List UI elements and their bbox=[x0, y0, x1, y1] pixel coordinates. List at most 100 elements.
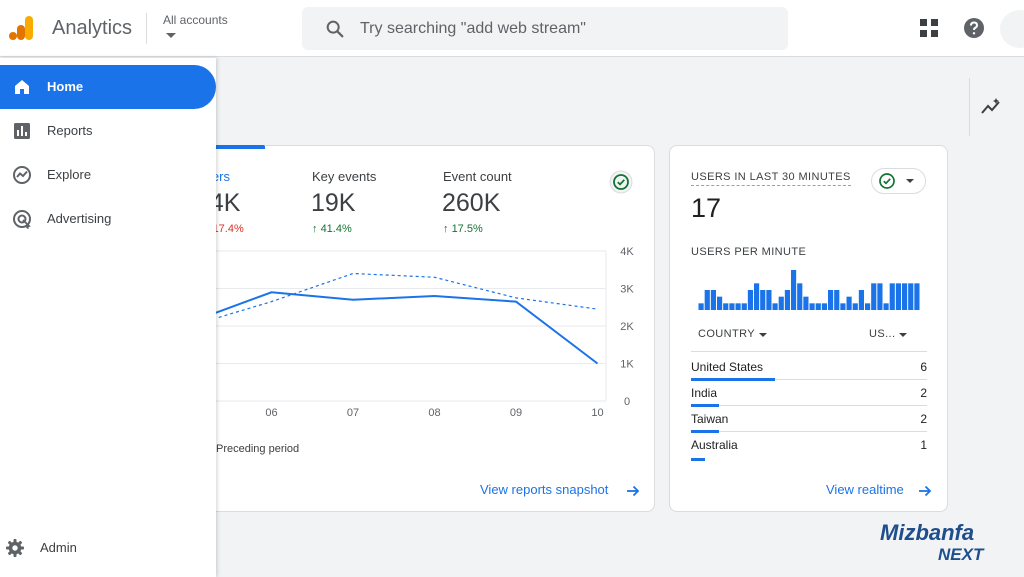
chevron-down-icon bbox=[906, 179, 914, 183]
search-box[interactable] bbox=[302, 7, 788, 50]
metric-event-count-delta-value: 17.5% bbox=[451, 223, 483, 235]
users-per-minute-chart bbox=[698, 270, 920, 310]
avatar[interactable] bbox=[1000, 10, 1024, 48]
country-users: 2 bbox=[920, 386, 927, 400]
minute-bar bbox=[741, 303, 747, 310]
series-line-current bbox=[196, 291, 599, 365]
analytics-logo-icon[interactable] bbox=[9, 14, 35, 42]
account-dropdown-icon[interactable] bbox=[166, 33, 176, 38]
sort-dropdown-icon[interactable] bbox=[899, 333, 907, 337]
minute-bar bbox=[760, 290, 766, 310]
y-tick-label: 3K bbox=[620, 284, 634, 296]
table-header-divider bbox=[691, 351, 927, 352]
country-share-bar bbox=[691, 404, 719, 407]
home-icon bbox=[15, 80, 29, 94]
country-users: 6 bbox=[920, 360, 927, 374]
country-name: India bbox=[691, 386, 718, 400]
svg-text:Mizbanfa: Mizbanfa bbox=[880, 520, 974, 545]
advertising-icon bbox=[13, 210, 31, 229]
search-input[interactable] bbox=[360, 7, 770, 50]
minute-bar bbox=[704, 290, 710, 310]
help-icon[interactable] bbox=[963, 17, 985, 39]
country-users: 2 bbox=[920, 412, 927, 426]
minute-bar bbox=[858, 290, 864, 310]
minute-bar bbox=[877, 283, 883, 310]
minute-bar bbox=[902, 283, 908, 310]
app-name: Analytics bbox=[52, 17, 133, 39]
arrow-right-icon[interactable] bbox=[918, 484, 932, 498]
minute-bar bbox=[784, 290, 790, 310]
minute-bar bbox=[834, 290, 840, 310]
x-tick-label: 07 bbox=[347, 407, 359, 419]
users-column-header[interactable]: US... bbox=[869, 328, 896, 340]
sidebar-item-home[interactable]: Home bbox=[0, 65, 216, 109]
data-quality-check-icon[interactable] bbox=[609, 170, 633, 194]
metric-key-events-label[interactable]: Key events bbox=[312, 169, 377, 184]
y-tick-label: 4K bbox=[620, 246, 634, 258]
sort-dropdown-icon[interactable] bbox=[759, 333, 767, 337]
up-arrow-icon: ↑ bbox=[443, 223, 452, 235]
metric-key-events-delta: ↑ 41.4% bbox=[312, 223, 352, 235]
realtime-users-value: 17 bbox=[691, 193, 722, 223]
sidebar-item-reports[interactable]: Reports bbox=[0, 109, 216, 153]
minute-bar bbox=[778, 296, 784, 310]
country-name: Australia bbox=[691, 438, 738, 452]
minute-bar bbox=[717, 296, 723, 310]
view-realtime-link[interactable]: View realtime bbox=[826, 482, 904, 497]
reports-icon bbox=[14, 123, 30, 139]
realtime-status-dropdown[interactable] bbox=[871, 168, 926, 194]
minute-bar bbox=[846, 296, 852, 310]
minute-bar bbox=[698, 303, 704, 310]
check-circle-icon bbox=[879, 173, 895, 189]
minute-bar bbox=[809, 303, 815, 310]
insights-icon[interactable] bbox=[980, 97, 1002, 117]
realtime-card: USERS IN LAST 30 MINUTES 17 USERS PER MI… bbox=[669, 145, 948, 512]
country-column-header[interactable]: COUNTRY bbox=[698, 328, 755, 340]
gear-icon bbox=[6, 539, 24, 557]
minute-bar bbox=[723, 303, 729, 310]
minute-bar bbox=[828, 290, 834, 310]
x-tick-label: 10 bbox=[591, 407, 603, 419]
sidebar-item-admin[interactable]: Admin bbox=[0, 528, 216, 568]
arrow-right-icon[interactable] bbox=[626, 484, 640, 498]
minute-bar bbox=[791, 270, 797, 310]
minute-bar bbox=[772, 303, 778, 310]
country-share-bar bbox=[691, 458, 706, 461]
minute-bar bbox=[821, 303, 827, 310]
x-tick-label: 06 bbox=[265, 407, 277, 419]
minute-bar bbox=[883, 303, 889, 310]
table-row[interactable]: United States 6 bbox=[691, 354, 927, 381]
sidebar-item-explore[interactable]: Explore bbox=[0, 153, 216, 197]
metric-event-count-delta: ↑ 17.5% bbox=[443, 223, 483, 235]
minute-bar bbox=[747, 290, 753, 310]
table-row[interactable]: Taiwan 2 bbox=[691, 406, 927, 433]
country-share-bar bbox=[691, 378, 775, 381]
realtime-title[interactable]: USERS IN LAST 30 MINUTES bbox=[691, 171, 851, 186]
minute-bar bbox=[840, 303, 846, 310]
svg-text:NEXT: NEXT bbox=[938, 545, 985, 564]
minute-bar bbox=[729, 303, 735, 310]
country-name: United States bbox=[691, 360, 764, 374]
country-name: Taiwan bbox=[691, 412, 729, 426]
apps-grid-icon[interactable] bbox=[920, 19, 939, 38]
minute-bar bbox=[797, 283, 803, 310]
account-picker-label[interactable]: All accounts bbox=[163, 13, 228, 27]
mizbanfa-next-watermark: Mizbanfa NEXT bbox=[880, 520, 985, 564]
minute-bar bbox=[766, 290, 772, 310]
search-icon[interactable] bbox=[324, 18, 346, 40]
metric-event-count-label[interactable]: Event count bbox=[443, 169, 512, 184]
legend-preceding-period: Preceding period bbox=[216, 443, 300, 455]
y-tick-label: 0 bbox=[624, 396, 630, 408]
sidebar-item-advertising[interactable]: Advertising bbox=[0, 197, 216, 241]
metric-users-delta-value: 17.4% bbox=[212, 223, 244, 235]
sidebar-item-label: Home bbox=[47, 79, 84, 94]
minute-bar bbox=[914, 283, 920, 310]
view-reports-snapshot-link[interactable]: View reports snapshot bbox=[480, 482, 609, 497]
table-row[interactable]: Australia 1 bbox=[691, 432, 927, 461]
minute-bar bbox=[803, 296, 809, 310]
country-share-bar bbox=[691, 430, 719, 433]
users-per-minute-label: USERS PER MINUTE bbox=[691, 246, 807, 258]
minute-bar bbox=[889, 283, 895, 310]
table-row[interactable]: India 2 bbox=[691, 380, 927, 407]
rail-divider bbox=[969, 78, 970, 136]
